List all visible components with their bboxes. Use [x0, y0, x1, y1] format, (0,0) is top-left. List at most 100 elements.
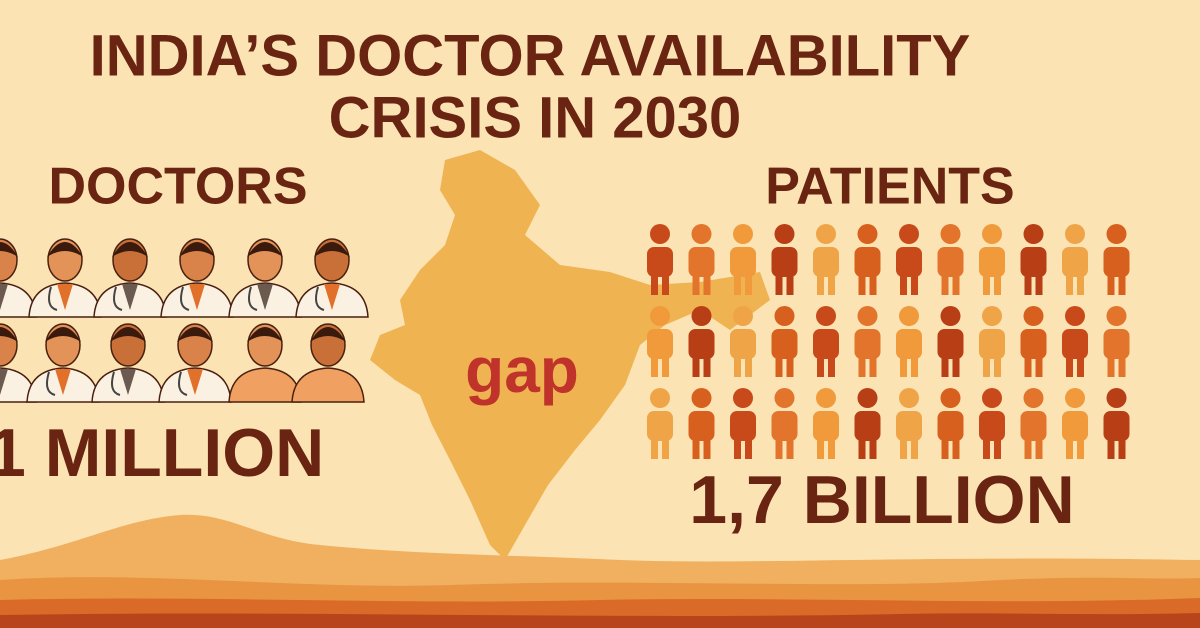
patient-icon — [730, 306, 756, 377]
patient-icon — [1062, 224, 1088, 295]
patients-count: 1,7 BILLION — [689, 462, 1074, 538]
patient-leg — [734, 436, 741, 459]
patient-icon — [979, 306, 1005, 377]
patient-icon — [688, 388, 715, 459]
patient-icon — [937, 306, 964, 377]
patient-leg — [662, 272, 669, 295]
patient-leg — [858, 436, 866, 459]
patient-body — [896, 329, 922, 359]
patient-head — [857, 306, 878, 326]
patient-head — [1106, 388, 1127, 408]
patient-leg — [1024, 354, 1032, 377]
doctor-group — [0, 238, 369, 403]
doctor-hair — [0, 327, 18, 342]
patient-head — [733, 388, 753, 408]
patient-body — [854, 411, 881, 441]
doctor-hair — [247, 327, 283, 342]
india-map — [370, 150, 770, 560]
patient-leg — [994, 354, 1001, 377]
patient-body — [771, 247, 798, 277]
patient-body — [813, 411, 839, 441]
patient-leg — [786, 272, 794, 295]
doctor-hair — [247, 242, 283, 257]
patient-leg — [952, 436, 960, 459]
patient-leg — [900, 436, 907, 459]
doctor-icon — [295, 238, 369, 318]
stethoscope — [315, 286, 325, 311]
patient-body — [1103, 247, 1130, 277]
patient-leg — [817, 436, 824, 459]
patient-head — [982, 388, 1002, 408]
doctor-collar — [0, 284, 8, 310]
patient-leg — [994, 272, 1001, 295]
patient-head — [650, 306, 670, 326]
patient-leg — [1118, 272, 1126, 295]
patient-group — [647, 224, 1130, 459]
patient-body — [647, 411, 673, 441]
title-line: INDIA’S DOCTOR AVAILABILITY — [90, 23, 971, 88]
patient-icon — [896, 306, 922, 377]
patient-leg — [786, 354, 794, 377]
patient-icon — [979, 388, 1005, 459]
patient-icon — [854, 224, 881, 295]
patient-leg — [1077, 436, 1084, 459]
patient-head — [1065, 388, 1085, 408]
patient-head — [899, 224, 919, 244]
patient-leg — [817, 354, 824, 377]
patient-body — [1020, 329, 1047, 359]
doctor-icon — [91, 323, 165, 403]
patient-leg — [994, 436, 1001, 459]
patient-head — [774, 306, 795, 326]
patient-head — [774, 388, 795, 408]
doctor-hair — [0, 242, 18, 257]
patient-body — [937, 247, 964, 277]
doctors-count: 1 MILLION — [0, 415, 324, 491]
doctor-collar — [0, 369, 8, 395]
doctor-icon — [93, 238, 167, 318]
patient-leg — [703, 272, 711, 295]
patient-leg — [1035, 436, 1043, 459]
stethoscope — [48, 286, 58, 311]
patient-head — [650, 224, 670, 244]
stethoscope — [180, 286, 190, 311]
patient-head — [1023, 388, 1044, 408]
patient-body — [937, 329, 964, 359]
patient-leg — [651, 354, 658, 377]
patient-head — [982, 306, 1002, 326]
patient-body — [854, 247, 881, 277]
patient-leg — [900, 272, 907, 295]
patient-icon — [896, 224, 922, 295]
patient-body — [730, 329, 756, 359]
patient-leg — [1107, 354, 1115, 377]
patient-leg — [983, 354, 990, 377]
patient-leg — [828, 272, 835, 295]
patient-leg — [1118, 354, 1126, 377]
patient-head — [940, 306, 961, 326]
patient-leg — [941, 436, 949, 459]
patient-head — [982, 224, 1002, 244]
patient-leg — [952, 272, 960, 295]
patient-leg — [1024, 436, 1032, 459]
doctor-icon — [291, 323, 365, 403]
patient-head — [650, 388, 670, 408]
patient-icon — [854, 388, 881, 459]
patient-icon — [1020, 388, 1047, 459]
patient-body — [771, 329, 798, 359]
doctor-icon — [26, 323, 100, 403]
doctor-hair — [310, 327, 346, 342]
patient-body — [688, 329, 715, 359]
patient-head — [691, 224, 712, 244]
doctor-icon — [158, 323, 232, 403]
patient-body — [813, 329, 839, 359]
doctor-collar — [122, 284, 138, 310]
patient-head — [691, 306, 712, 326]
doctor-collar — [187, 369, 203, 395]
gap-label: gap — [465, 334, 579, 406]
patient-leg — [1077, 354, 1084, 377]
patient-body — [937, 411, 964, 441]
patient-body — [979, 411, 1005, 441]
hill — [0, 613, 1200, 628]
doctor-collar — [120, 369, 136, 395]
patient-head — [1065, 306, 1085, 326]
